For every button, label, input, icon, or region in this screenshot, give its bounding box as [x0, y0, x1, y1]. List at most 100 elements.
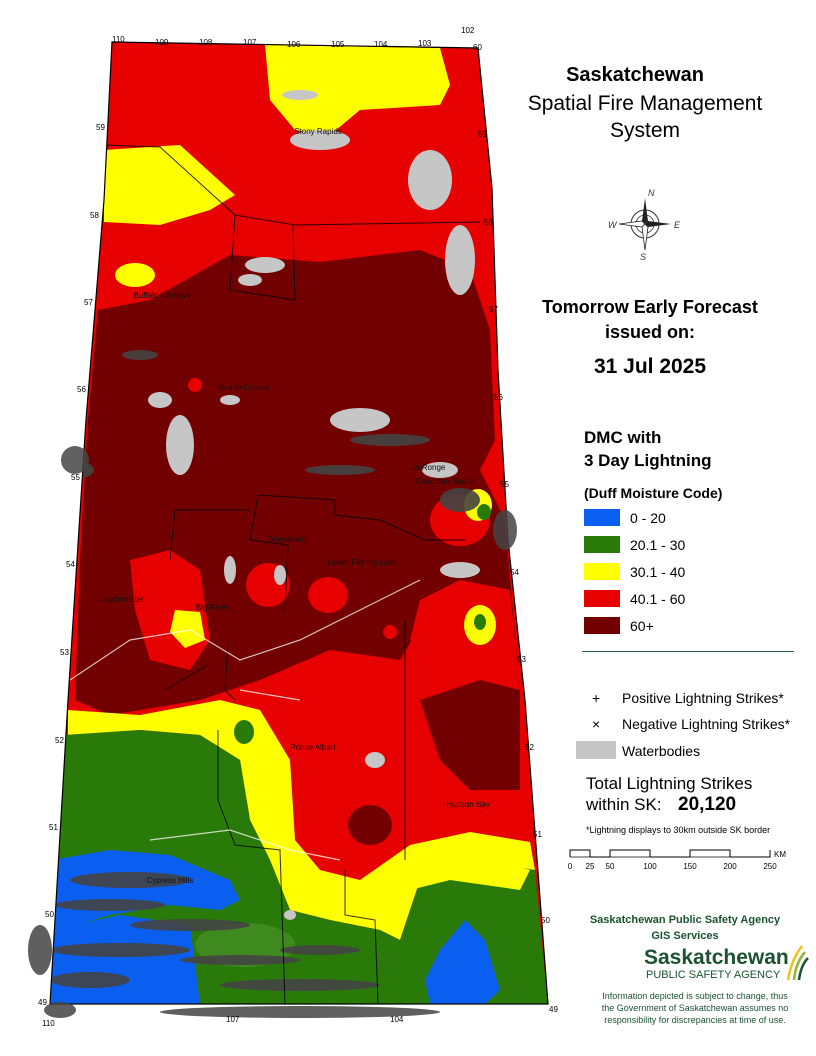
legend-heading-1: DMC with — [584, 428, 662, 447]
legend-swatch-0-20 — [584, 509, 620, 526]
lat-label: 53 — [517, 655, 526, 664]
compass-west: W — [608, 220, 618, 230]
province-outline — [49, 41, 549, 1005]
title-line-2: Spatial Fire Management — [527, 92, 763, 115]
legend-heading-2: 3 Day Lightning — [584, 451, 712, 470]
waterbodies — [148, 90, 480, 920]
place-label: Big River — [196, 603, 229, 612]
lightning-clusters — [50, 350, 480, 991]
lat-label: 55 — [500, 480, 509, 489]
agency-services: GIS Services — [651, 930, 719, 942]
place-label: Cypress Hills — [147, 876, 194, 885]
compass-east: E — [674, 220, 681, 230]
lat-label: 57 — [84, 298, 93, 307]
scale-tick: 100 — [643, 862, 657, 871]
lon-label: 107 — [226, 1015, 240, 1024]
legend-label: 0 - 20 — [630, 510, 666, 526]
legend-swatch-30-40 — [584, 563, 620, 580]
dmc-30-40-north — [265, 45, 450, 135]
legend-label: 60+ — [630, 618, 654, 634]
lat-label: 52 — [525, 743, 534, 752]
compass-north: N — [648, 188, 655, 198]
lat-label: 51 — [533, 830, 542, 839]
lon-label: 107 — [243, 38, 257, 47]
scale-tick: 150 — [683, 862, 697, 871]
spsa-logo: Saskatchewan PUBLIC SAFETY AGENCY — [644, 945, 809, 981]
positive-strike-icon: + — [592, 690, 601, 706]
legend-label: 20.1 - 30 — [630, 537, 686, 553]
lat-label: 59 — [96, 123, 105, 132]
disclaimer-line: the Government of Saskatchewan assumes n… — [601, 1003, 789, 1013]
scale-unit: KM — [774, 850, 786, 859]
lon-label: 108 — [199, 38, 213, 47]
lat-label: 59 — [478, 130, 487, 139]
waterbody-label: Waterbodies — [622, 743, 701, 759]
lon-label: 104 — [374, 40, 388, 49]
forecast-date: 31 Jul 2025 — [593, 355, 707, 378]
forecast-issued: issued on: — [604, 322, 695, 342]
lat-label: 53 — [60, 648, 69, 657]
lat-label: 52 — [55, 736, 64, 745]
scale-tick: 250 — [763, 862, 777, 871]
wheat-icon — [786, 945, 809, 981]
negative-strike-label: Negative Lightning Strikes* — [622, 716, 791, 732]
title-line-1: Saskatchewan — [566, 64, 704, 86]
scale-tick: 25 — [586, 862, 595, 871]
disclaimer-line: Information depicted is subject to chang… — [602, 991, 788, 1001]
place-label: Weyakwin — [270, 535, 306, 544]
disclaimer: Information depicted is subject to chang… — [588, 990, 802, 1026]
lat-label: 54 — [66, 560, 75, 569]
lat-label: 60 — [473, 43, 482, 52]
legend-subheading: (Duff Moisture Code) — [584, 485, 723, 501]
dmc-0-20-zone — [50, 850, 240, 1004]
forecast-title: Tomorrow Early Forecast — [542, 297, 758, 317]
lat-label: 50 — [45, 910, 54, 919]
compass-south: S — [640, 252, 646, 262]
lat-label: 56 — [77, 385, 86, 394]
place-label: Hudson Bay — [446, 800, 490, 809]
lat-label: 56 — [494, 393, 503, 402]
lat-label: 57 — [489, 305, 498, 314]
logo-word: Saskatchewan — [644, 946, 789, 969]
disclaimer-line: responsibility for discrepancies at time… — [604, 1015, 786, 1025]
lat-label: 55 — [71, 473, 80, 482]
legend-label: 30.1 - 40 — [630, 564, 686, 580]
lat-label: 58 — [484, 218, 493, 227]
place-label: Lower Fishing Lake — [327, 558, 397, 567]
legend-swatch-40-60 — [584, 590, 620, 607]
dmc-30-40-northwest — [104, 145, 235, 225]
place-label: Stony Rapids — [294, 127, 342, 136]
place-label: Ile-a-la-Crosse — [217, 383, 270, 392]
lon-label: 104 — [390, 1015, 404, 1024]
place-label: Creighton Beach — [415, 477, 475, 486]
scale-bar: 0 25 50 100 150 200 250 KM — [568, 849, 786, 871]
lat-label: 49 — [549, 1005, 558, 1014]
total-strikes-label-1: Total Lightning Strikes — [586, 774, 753, 793]
scale-tick: 0 — [568, 862, 573, 871]
total-strikes-label-2: within SK: — [586, 795, 662, 814]
dmc-map: 110 109 108 107 106 105 104 103 102 59 5… — [28, 26, 558, 1028]
logo-subtitle: PUBLIC SAFETY AGENCY — [646, 969, 781, 981]
lon-label: 109 — [155, 38, 169, 47]
lon-label: 102 — [461, 26, 475, 35]
lightning-note: *Lightning displays to 30km outside SK b… — [586, 825, 771, 835]
agency-name: Saskatchewan Public Safety Agency — [589, 914, 781, 926]
negative-strike-icon: × — [592, 716, 601, 732]
lon-label: 110 — [42, 1019, 55, 1028]
lon-label: 103 — [418, 39, 432, 48]
legend-divider — [582, 651, 794, 652]
lon-label: 110 — [112, 35, 125, 44]
lon-label: 105 — [331, 40, 345, 49]
lat-label: 51 — [49, 823, 58, 832]
legend-label: 40.1 - 60 — [630, 591, 686, 607]
lat-label: 50 — [541, 916, 550, 925]
place-label: Prince Albert — [290, 743, 336, 752]
waterbody-swatch — [576, 741, 616, 759]
compass-rose-icon: N E S W — [608, 188, 681, 262]
lat-label: 58 — [90, 211, 99, 220]
place-label: Buffalo Narrows — [134, 291, 191, 300]
legend-swatch-20-30 — [584, 536, 620, 553]
place-label: La Ronge — [411, 463, 446, 472]
legend-swatch-60plus — [584, 617, 620, 634]
positive-strike-label: Positive Lightning Strikes* — [622, 690, 784, 706]
